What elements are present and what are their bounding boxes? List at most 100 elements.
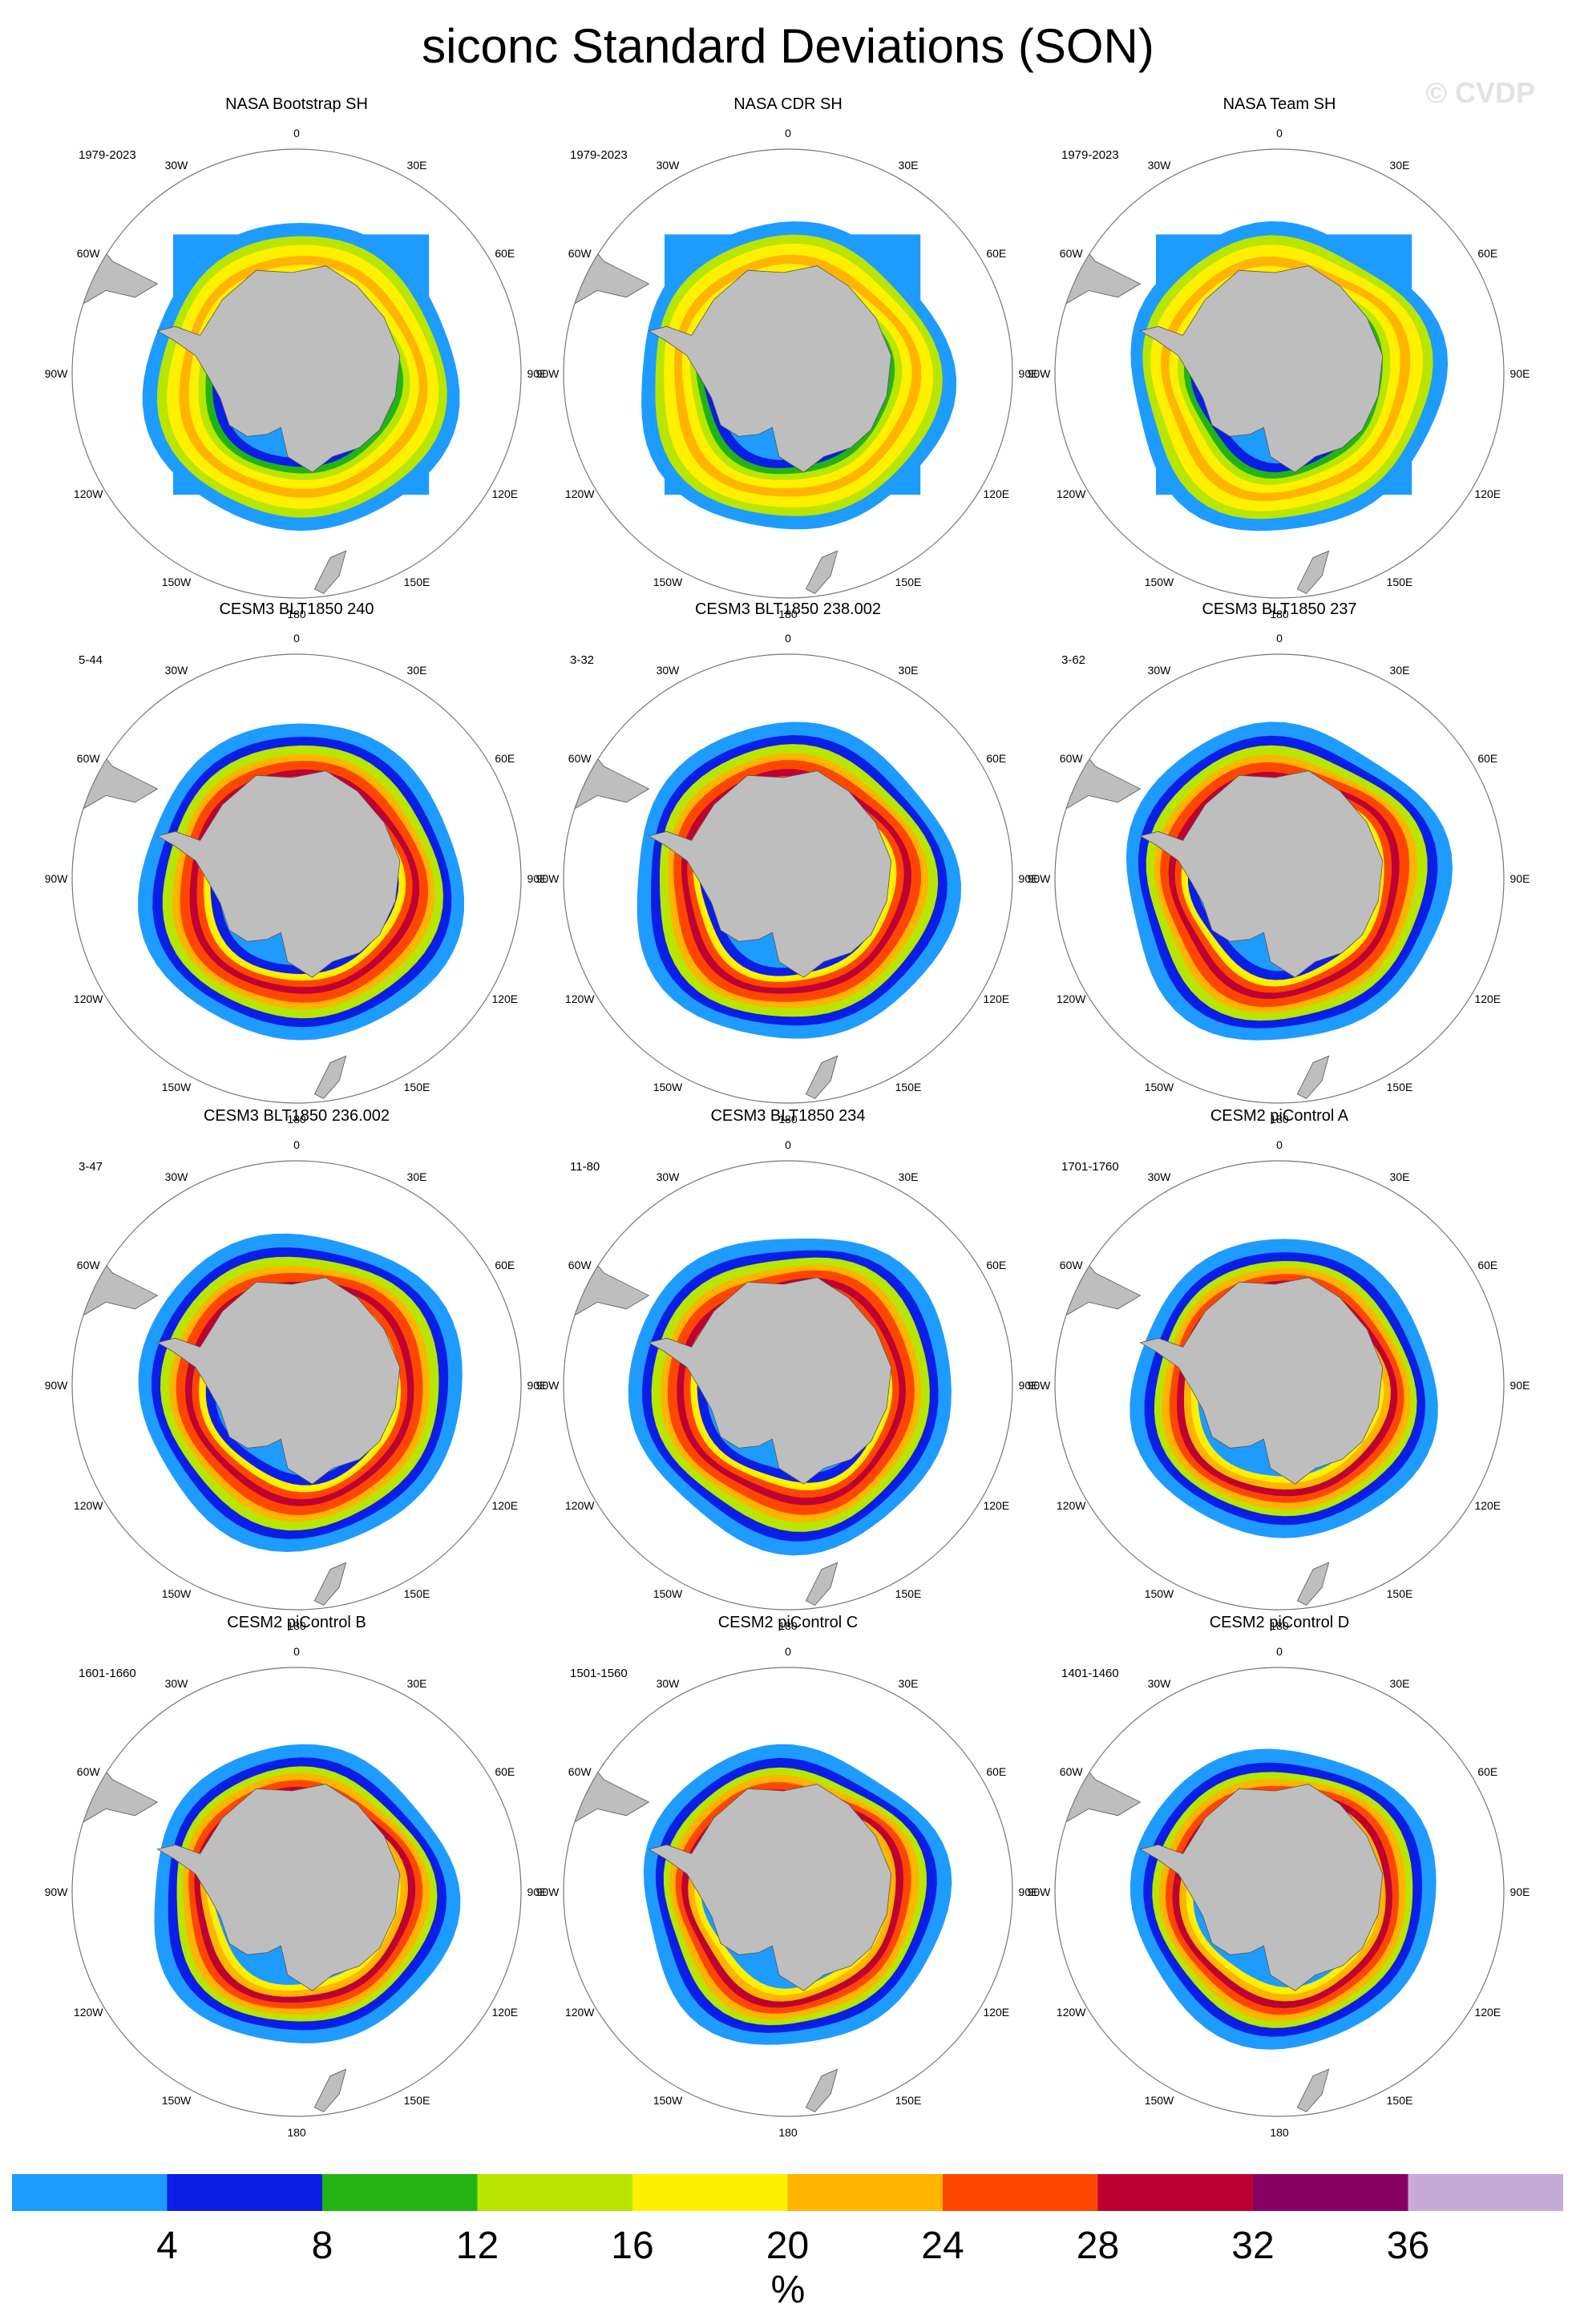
longitude-label: 0: [785, 127, 791, 139]
panel-grid: NASA Bootstrap SH 1979-2023 0 30E 60E 90E 120E…: [45, 95, 1530, 2139]
sea-ice-field: [72, 223, 460, 594]
sea-ice-field: [564, 221, 957, 594]
longitude-label: 90E: [1019, 1885, 1039, 1898]
map-boundary: [1054, 653, 1505, 1104]
longitude-label: 60E: [986, 752, 1006, 765]
longitude-label: 30W: [657, 1677, 681, 1690]
longitude-label: 30E: [1390, 159, 1410, 172]
longitude-label: 180: [778, 2126, 798, 2139]
longitude-label: 90W: [45, 1379, 69, 1392]
colorbar-swatch: [787, 2174, 943, 2211]
longitude-label: 180: [1270, 1619, 1289, 1632]
colorbar-swatch: [167, 2174, 322, 2211]
longitude-label: 120E: [1474, 2006, 1501, 2019]
antarctica-land: [1139, 770, 1384, 978]
panel-years: 1979-2023: [570, 148, 628, 162]
colorbar-tick-label: 12: [456, 2225, 499, 2267]
colorbar-swatch: [943, 2174, 1098, 2211]
longitude-label: 150E: [404, 2094, 430, 2107]
longitude-label: 120W: [1057, 992, 1086, 1005]
longitude-label: 0: [785, 1645, 791, 1658]
colorbar-tick-label: 28: [1077, 2225, 1119, 2267]
longitude-label: 60E: [986, 1765, 1006, 1778]
colorbar-swatch: [632, 2174, 788, 2211]
colorbar-swatch: [1097, 2174, 1253, 2211]
longitude-label: 30W: [1148, 1677, 1172, 1690]
longitude-label: 150E: [895, 1081, 922, 1093]
longitude-label: 60E: [1477, 752, 1497, 765]
longitude-label: 150E: [404, 1587, 430, 1600]
map-boundary: [71, 1160, 522, 1611]
antarctica-land: [648, 770, 892, 978]
longitude-label: 150W: [162, 1081, 192, 1093]
longitude-label: 150W: [1145, 1081, 1174, 1093]
longitude-label: 90E: [1019, 1379, 1039, 1392]
sea-ice-field: [564, 1239, 952, 1606]
longitude-label: 30E: [1390, 1170, 1410, 1183]
longitude-label: 120E: [1474, 992, 1501, 1005]
new-zealand-land: [313, 1562, 347, 1606]
longitude-label: 30E: [1390, 1677, 1410, 1690]
figure-title: siconc Standard Deviations (SON): [422, 19, 1154, 73]
longitude-label: 90E: [1510, 1379, 1530, 1392]
longitude-label: 0: [785, 632, 791, 645]
longitude-label: 120E: [983, 1499, 1009, 1512]
longitude-label: 90W: [536, 1379, 560, 1392]
longitude-label: 60E: [1477, 1765, 1497, 1778]
map-boundary: [1054, 1160, 1505, 1611]
longitude-label: 120W: [565, 2006, 595, 2019]
colorbar-tick-label: 24: [921, 2225, 964, 2267]
longitude-label: 150E: [1387, 1081, 1413, 1093]
map-panel: CESM3 BLT1850 237 3-62 0 30E 60E 90E 120E 150E 1…: [1028, 600, 1530, 1126]
longitude-label: 30W: [657, 159, 681, 172]
longitude-label: 90W: [1028, 872, 1052, 885]
longitude-label: 90W: [1028, 367, 1052, 380]
longitude-label: 150E: [1387, 1587, 1413, 1600]
longitude-label: 60W: [1060, 752, 1084, 765]
map-panel: CESM2 piControl B 1601-1660 0 30E 60E 90E 120E…: [45, 1614, 548, 2139]
panel-title: CESM3 BLT1850 240: [219, 600, 374, 618]
new-zealand-land: [313, 2068, 347, 2112]
longitude-label: 90W: [45, 367, 69, 380]
panel-title: CESM3 BLT1850 238.002: [695, 600, 881, 618]
sea-ice-field: [1055, 1748, 1437, 2112]
longitude-label: 120W: [74, 487, 103, 500]
longitude-label: 90W: [536, 872, 560, 885]
panel-years: 11-80: [570, 1160, 600, 1174]
longitude-label: 0: [1276, 632, 1283, 645]
sea-ice-field: [72, 723, 464, 1099]
panel-years: 1601-1660: [79, 1667, 136, 1680]
longitude-label: 30E: [899, 664, 919, 677]
sea-ice-field: [1055, 221, 1449, 594]
longitude-label: 30E: [899, 159, 919, 172]
map-boundary: [71, 653, 522, 1104]
longitude-label: 0: [293, 632, 300, 645]
longitude-label: 90E: [527, 872, 548, 885]
longitude-label: 30W: [1148, 159, 1172, 172]
map-panel: CESM3 BLT1850 234 11-80 0 30E 60E 90E 120E 150E…: [536, 1107, 1039, 1632]
longitude-label: 30E: [407, 664, 427, 677]
panel-years: 3-62: [1061, 653, 1085, 667]
new-zealand-land: [1296, 550, 1330, 594]
longitude-label: 60E: [495, 1259, 515, 1271]
longitude-label: 120E: [491, 992, 518, 1005]
longitude-label: 30E: [407, 1170, 427, 1183]
longitude-label: 150E: [895, 576, 922, 588]
longitude-label: 90E: [527, 1379, 548, 1392]
longitude-label: 180: [287, 2126, 306, 2139]
longitude-label: 30W: [165, 664, 189, 677]
longitude-label: 150W: [653, 576, 683, 588]
colorbar-swatch: [1253, 2174, 1408, 2211]
map-panel: CESM3 BLT1850 240 5-44 0 30E 60E 90E 120E 150E 1…: [45, 600, 548, 1126]
longitude-label: 90E: [1510, 1885, 1530, 1898]
longitude-label: 0: [1276, 127, 1283, 139]
panel-years: 3-32: [570, 653, 594, 667]
map-boundary: [1054, 1667, 1505, 2117]
longitude-label: 0: [293, 1138, 300, 1151]
longitude-label: 180: [1270, 1113, 1289, 1126]
longitude-label: 120W: [565, 992, 595, 1005]
colorbar: 4 8 12 16 20 24 28 32 36%: [12, 2174, 1563, 2311]
longitude-label: 90W: [1028, 1379, 1052, 1392]
map-panel: NASA Bootstrap SH 1979-2023 0 30E 60E 90E 120E…: [45, 95, 548, 620]
